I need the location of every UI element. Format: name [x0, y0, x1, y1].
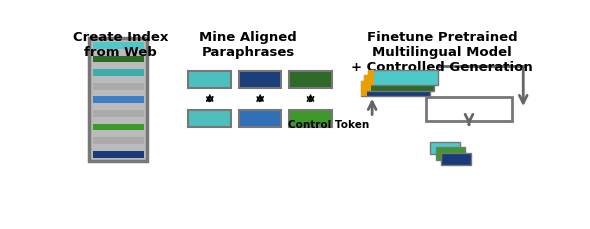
Bar: [239, 72, 281, 89]
Text: Finetune Pretrained
Multilingual Model
+ Controlled Generation: Finetune Pretrained Multilingual Model +…: [351, 31, 533, 74]
Bar: [365, 76, 434, 91]
Bar: [93, 70, 143, 77]
Bar: [188, 110, 231, 127]
Bar: [360, 81, 367, 96]
Text: Mine Aligned
Paraphrases: Mine Aligned Paraphrases: [199, 31, 297, 59]
Bar: [427, 97, 512, 122]
Bar: [93, 56, 143, 63]
Bar: [239, 110, 281, 127]
Bar: [93, 138, 143, 144]
Bar: [93, 43, 143, 49]
Bar: [289, 72, 332, 89]
Bar: [360, 81, 430, 96]
Bar: [89, 39, 148, 162]
Bar: [93, 124, 143, 131]
Bar: [430, 142, 460, 155]
Bar: [289, 110, 332, 127]
Bar: [93, 83, 143, 90]
Bar: [188, 72, 231, 89]
Bar: [441, 153, 471, 166]
Bar: [365, 76, 371, 91]
Bar: [93, 97, 143, 104]
Bar: [368, 70, 438, 86]
Text: Create Index
from Web: Create Index from Web: [73, 31, 168, 59]
Bar: [368, 70, 375, 86]
Text: Control Token: Control Token: [288, 120, 369, 129]
Bar: [93, 110, 143, 117]
Bar: [93, 151, 143, 158]
Bar: [435, 148, 465, 160]
